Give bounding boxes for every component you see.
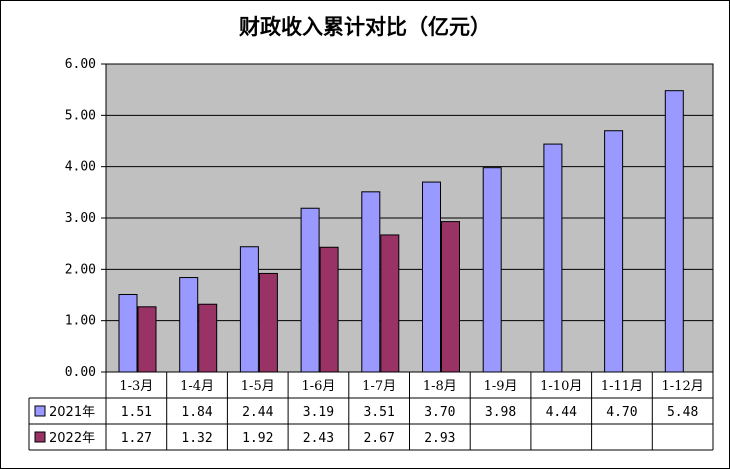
bar-series1: [422, 181, 441, 373]
bar-series2: [380, 234, 400, 373]
x-category-label: 1-10月: [540, 379, 582, 394]
legend-label: 2021年: [49, 405, 95, 420]
x-category-label: 1-7月: [362, 379, 396, 394]
chart-title: 财政收入累计对比（亿元）: [239, 14, 491, 39]
bar-series2: [258, 272, 278, 373]
bar-series2: [319, 246, 339, 373]
bar-series2: [441, 221, 460, 373]
bar-series1: [118, 293, 138, 373]
bar-series1: [604, 130, 624, 373]
data-table-value: 3.19: [303, 405, 334, 420]
data-table-value: 2.67: [363, 431, 394, 446]
data-table-value: 4.44: [546, 405, 577, 420]
data-table-value: 2.93: [424, 431, 455, 446]
data-table-value: 1.51: [121, 405, 152, 420]
legend-key: [34, 431, 46, 443]
data-table-value: 2.43: [303, 431, 334, 446]
x-category-label: 1-12月: [662, 379, 704, 394]
data-table-value: 3.70: [424, 405, 455, 420]
data-table-value: 5.48: [667, 405, 698, 420]
data-table-value: 1.84: [181, 405, 212, 420]
x-category-label: 1-5月: [241, 379, 275, 394]
bar-series1: [300, 207, 320, 373]
bar-series1: [361, 191, 381, 373]
data-table-value: 3.51: [363, 405, 394, 420]
x-category-label: 1-3月: [119, 379, 153, 394]
legend-label: 2022年: [49, 431, 95, 446]
x-category-label: 1-11月: [601, 379, 643, 394]
y-tick-label: 3.00: [65, 211, 96, 226]
y-tick-label: 6.00: [65, 57, 96, 72]
x-category-label: 1-8月: [423, 379, 457, 394]
y-tick-label: 0.00: [65, 365, 96, 380]
bar-series2: [198, 303, 218, 373]
x-category-label: 1-4月: [180, 379, 214, 394]
bar-series1: [543, 143, 563, 373]
data-table-value: 1.32: [181, 431, 212, 446]
data-table-value: 1.27: [121, 431, 152, 446]
bar-series1: [482, 167, 502, 373]
data-table-value: 4.70: [606, 405, 637, 420]
data-table-value: 2.44: [242, 405, 273, 420]
bar-series2: [137, 306, 157, 373]
data-table-value: 3.98: [485, 405, 516, 420]
legend-key: [34, 405, 46, 417]
y-tick-label: 5.00: [65, 108, 96, 123]
y-tick-label: 1.00: [65, 314, 96, 329]
bar-series1: [179, 277, 199, 373]
bar-series1: [239, 246, 259, 373]
y-tick-label: 4.00: [65, 160, 96, 175]
y-tick-label: 2.00: [65, 262, 96, 277]
x-category-label: 1-6月: [301, 379, 335, 394]
x-category-label: 1-9月: [484, 379, 518, 394]
data-table-value: 1.92: [242, 431, 273, 446]
bar-series1: [664, 90, 684, 373]
